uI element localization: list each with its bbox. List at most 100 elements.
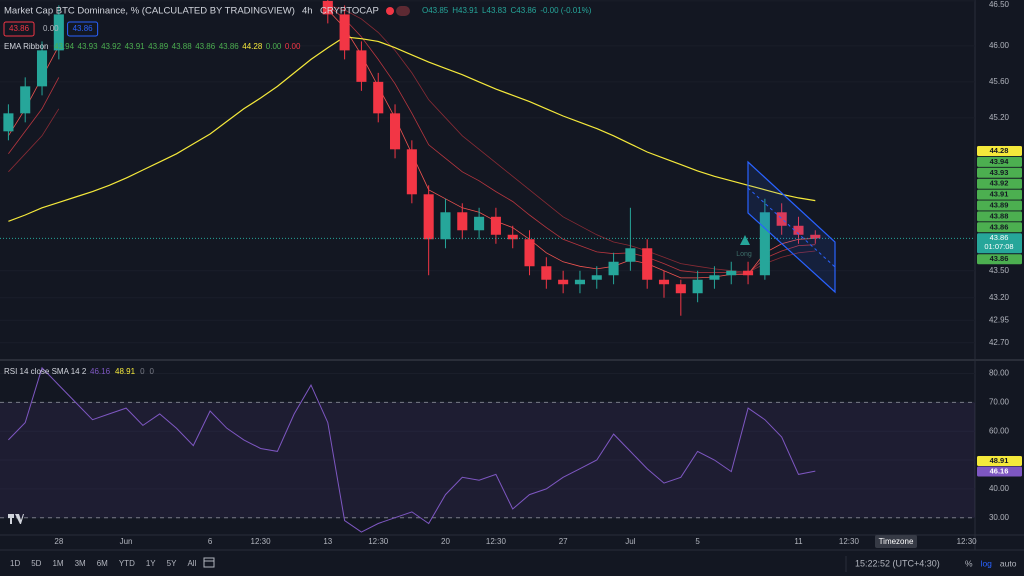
legend-value: H43.91 <box>452 6 478 15</box>
ema-line <box>8 36 816 222</box>
annotation: Long <box>736 251 752 258</box>
x-tick-label: 13 <box>323 537 332 546</box>
legend-value: 43.88 <box>172 42 193 51</box>
price-badge-label: 43.86 <box>990 254 1009 263</box>
channel-drawing: Long <box>736 160 836 294</box>
range-buttons: 1D 5D 1M 3M 6M YTD 1Y 5Y All <box>10 559 197 568</box>
candle-body <box>591 275 602 280</box>
scale-button[interactable]: auto <box>1000 558 1017 568</box>
range-button[interactable]: 1Y <box>146 559 156 568</box>
range-button[interactable]: 1M <box>52 559 63 568</box>
range-button[interactable]: 3M <box>75 559 86 568</box>
legend-value: O43.85 <box>422 6 449 15</box>
candle-body <box>507 234 518 240</box>
price-badge <box>977 222 1022 233</box>
candle-body <box>776 212 787 226</box>
price-pane <box>0 0 975 316</box>
candle-body <box>423 194 434 240</box>
price-box[interactable] <box>67 21 99 37</box>
candle-body <box>743 270 754 276</box>
countdown: 01:07:08 <box>984 242 1013 251</box>
x-tick-label: 12:30 <box>368 537 389 546</box>
candle-body <box>692 279 703 294</box>
toolbar <box>0 550 1024 576</box>
axes: 46.50 46.00 45.60 45.20 43.50 43.20 42.95 42.70… <box>54 0 1022 546</box>
candle-body <box>642 248 653 280</box>
range-button[interactable]: 5Y <box>167 559 177 568</box>
legend-value: -0.00 (-0.01%) <box>540 6 591 15</box>
price-badge-label: 43.88 <box>990 211 1009 220</box>
candle-body <box>322 0 333 15</box>
candle-body <box>810 234 821 239</box>
x-tick-label: 12:30 <box>251 537 272 546</box>
candle-body <box>36 50 48 87</box>
legend-value: 43.86 <box>195 42 216 51</box>
status-toggle[interactable] <box>396 6 410 16</box>
x-tick-label: Jul <box>625 537 635 546</box>
legend-value: C43.86 <box>511 6 537 15</box>
legend-value: 44.28 <box>242 42 263 51</box>
price-box-text: 0.00 <box>43 24 59 33</box>
range-button[interactable]: YTD <box>119 559 135 568</box>
x-tick-label: 28 <box>54 537 63 546</box>
candle-body <box>339 14 350 51</box>
candle-body <box>574 279 585 285</box>
candle-body <box>608 261 619 276</box>
y-tick-label: 43.20 <box>989 293 1010 302</box>
tooltip: Timezone <box>879 537 914 546</box>
range-button[interactable]: 5D <box>31 559 41 568</box>
legend-value: 0 <box>140 367 145 376</box>
current-price: 43.86 <box>990 233 1009 242</box>
x-tick-label: 20 <box>441 537 450 546</box>
scale-button[interactable]: % <box>965 558 973 568</box>
long-arrow <box>740 235 750 245</box>
range-button[interactable]: All <box>187 559 196 568</box>
scale-button[interactable]: log <box>981 558 993 568</box>
legend-value: 48.91 <box>115 367 136 376</box>
y-tick-label: 42.70 <box>989 338 1010 347</box>
status-dot <box>386 7 394 15</box>
y-tick-label: 70.00 <box>989 397 1010 406</box>
price-badge-label: 43.91 <box>990 190 1009 199</box>
price-badge-label: 43.94 <box>990 157 1010 166</box>
price-badge <box>977 178 1022 189</box>
price-box[interactable] <box>3 21 35 37</box>
clock[interactable]: 15:22:52 (UTC+4:30) <box>855 558 940 568</box>
logo <box>8 514 24 524</box>
y-tick-label: 46.50 <box>989 0 1010 9</box>
scale-buttons: % log auto <box>965 558 1017 568</box>
price-badge <box>977 254 1022 265</box>
price-badge <box>977 189 1022 200</box>
price-box-text: 43.86 <box>9 24 30 33</box>
price-badge-label: 43.92 <box>990 179 1009 188</box>
range-button[interactable]: 1D <box>10 559 20 568</box>
x-tick-label: 6 <box>208 537 213 546</box>
candle-body <box>658 279 670 285</box>
chart-title: Market Cap BTC Dominance, % (CALCULATED … <box>4 6 295 17</box>
price-badge <box>977 211 1022 222</box>
channel-midline <box>747 187 836 268</box>
rsi-title: RSI 14 close SMA 14 2 <box>4 367 87 376</box>
legend-value: 43.92 <box>101 42 122 51</box>
price-badge-label: 46.16 <box>990 466 1009 475</box>
y-tick-label: 45.20 <box>989 113 1010 122</box>
candle-body <box>3 113 14 132</box>
candle-body <box>625 248 636 262</box>
y-tick-label: 30.00 <box>989 513 1010 522</box>
calendar-icon[interactable] <box>203 557 215 568</box>
legend-value: 0.00 <box>285 42 301 51</box>
y-tick-label: 43.50 <box>989 266 1010 275</box>
candle-body <box>490 216 501 235</box>
price-badge <box>977 146 1022 156</box>
range-button[interactable]: 6M <box>97 559 108 568</box>
x-tick-label: 27 <box>559 537 568 546</box>
x-tick-label: 12:30 <box>957 537 978 546</box>
y-tick-label: 60.00 <box>989 426 1010 435</box>
x-tick-label: 12:30 <box>486 537 507 546</box>
candle-body <box>373 81 384 114</box>
candle-body <box>558 279 569 285</box>
candle-body <box>406 149 417 195</box>
price-badge-label: 43.89 <box>990 200 1009 209</box>
